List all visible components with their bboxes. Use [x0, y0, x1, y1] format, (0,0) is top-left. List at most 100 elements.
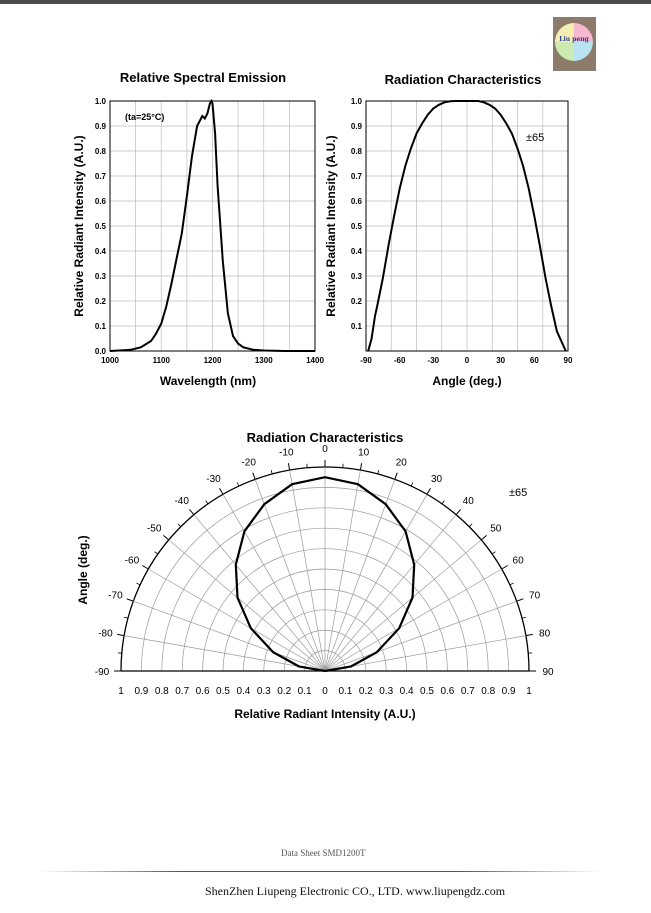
- chart3-spoke: [324, 470, 361, 672]
- chart3-angle-label: -50: [147, 524, 162, 535]
- chart1-y-tick-label: 0.2: [95, 297, 107, 306]
- chart3-radial-label: 0.4: [236, 686, 250, 697]
- chart3-spoke: [133, 600, 326, 672]
- chart1-y-tick-label: 0.7: [95, 172, 107, 181]
- chart3-angle-minor-tick: [205, 500, 209, 505]
- chart3-radial-label: 0.3: [257, 686, 271, 697]
- chart3-angle-tick: [219, 488, 224, 495]
- chart3-grid: [114, 460, 536, 672]
- chart3-angle-label: 20: [396, 457, 408, 468]
- chart1-x-ticks: 1000 1100 1200 1300 1400: [101, 356, 324, 365]
- chart3-angle-tick: [516, 598, 524, 602]
- chart3-series-line: [234, 476, 416, 673]
- chart2-y-tick-label: 0.9: [351, 122, 363, 131]
- chart3-spoke: [148, 568, 326, 672]
- spectral-emission-chart: Relative Spectral Emission 1000 1100 1200 1…: [72, 70, 324, 388]
- chart1-y-tick-label: 0.4: [95, 247, 107, 256]
- chart3-angle-tick: [525, 633, 533, 637]
- chart3-angle-label: 10: [358, 447, 370, 458]
- chart3-angle-tick: [252, 472, 256, 480]
- chart3-angle-minor-tick: [468, 523, 473, 528]
- chart3-radial-label: 0.8: [481, 686, 495, 697]
- chart3-spoke: [254, 479, 326, 672]
- chart3-angle-label: -30: [206, 474, 221, 485]
- chart3-angle-label: -70: [108, 591, 123, 602]
- chart3-angle-tick: [426, 488, 431, 495]
- logo-emblem: Liu peng: [555, 23, 593, 61]
- chart3-angle-label: -40: [174, 496, 189, 507]
- chart3-spoke: [289, 470, 326, 672]
- datasheet-label: Data Sheet SMD1200T: [281, 848, 366, 858]
- chart3-angle-label: 80: [539, 628, 551, 639]
- chart3-angle-label: 70: [529, 591, 541, 602]
- chart3-radial-label: 0.7: [461, 686, 475, 697]
- chart2-y-ticks: 0.1 0.2 0.3 0.4 0.5 0.6 0.7 0.8 0.9 1.0: [351, 97, 363, 331]
- chart1-x-tick-label: 1100: [153, 356, 171, 365]
- chart3-angle-label: -90: [95, 667, 110, 678]
- chart3-angle-tick: [126, 598, 134, 602]
- chart3-angle-label: 30: [431, 474, 443, 485]
- chart3-radial-label: 0.5: [216, 686, 230, 697]
- chart3-spoke: [324, 568, 502, 672]
- chart2-x-tick-label: -30: [428, 356, 440, 365]
- chart3-angle-label: 40: [463, 496, 475, 507]
- chart2-x-ticks: -90 -60 -30 0 30 60 90: [360, 356, 573, 365]
- chart3-angle-minor-tick: [521, 616, 526, 619]
- chart3-angle-tick: [142, 565, 149, 570]
- chart1-x-tick-label: 1200: [204, 356, 222, 365]
- chart3-spoke: [193, 514, 326, 672]
- chart3-angle-minor-tick: [410, 482, 414, 487]
- chart3-angle-label: -60: [125, 556, 140, 567]
- chart1-grid: [110, 101, 315, 351]
- chart1-x-tick-label: 1000: [101, 356, 119, 365]
- chart2-y-tick-label: 0.4: [351, 247, 363, 256]
- chart3-spoke: [324, 514, 457, 672]
- chart3-angle-minor-tick: [509, 582, 514, 586]
- chart3-radial-labels: 1 0.9 0.8 0.7 0.6 0.5 0.4 0.3 0.2 0.1 0 0.1 0.2 0.3 0.…: [118, 686, 532, 697]
- chart2-x-tick-label: 90: [564, 356, 573, 365]
- chart3-angle-tick: [189, 509, 195, 516]
- chart3-angle-minor-tick: [491, 551, 496, 555]
- chart3-spoke: [324, 635, 526, 672]
- footer-rule: [40, 871, 600, 872]
- chart3-radial-label: 0: [322, 686, 328, 697]
- chart1-y-tick-label: 0.6: [95, 197, 107, 206]
- chart3-radial-label: 0.1: [338, 686, 352, 697]
- chart3-radial-label: 0.6: [196, 686, 210, 697]
- chart3-angle-tick: [117, 633, 125, 637]
- chart3-angle-tick: [359, 463, 363, 471]
- chart3-angle-minor-tick: [154, 551, 159, 555]
- chart3-radial-label: 0.5: [420, 686, 434, 697]
- chart2-y-tick-label: 0.5: [351, 222, 363, 231]
- chart2-y-tick-label: 0.1: [351, 322, 363, 331]
- chart3-radial-label: 0.7: [175, 686, 189, 697]
- chart1-annotation: (ta=25°C): [125, 112, 164, 122]
- chart3-radial-label: 1: [118, 686, 124, 697]
- top-rule: [0, 0, 651, 4]
- chart2-y-tick-label: 0.8: [351, 147, 363, 156]
- chart3-angle-minor-tick: [177, 523, 182, 528]
- chart1-y-tick-label: 0.3: [95, 272, 107, 281]
- chart3-angle-tick: [287, 463, 291, 471]
- chart2-y-tick-label: 1.0: [351, 97, 363, 106]
- chart2-x-tick-label: -60: [394, 356, 406, 365]
- chart2-y-tick-label: 0.2: [351, 297, 363, 306]
- chart2-annotation: ±65: [526, 132, 544, 144]
- chart1-title: Relative Spectral Emission: [120, 70, 286, 85]
- chart3-angle-minor-tick: [377, 470, 380, 475]
- chart1-y-tick-label: 0.0: [95, 347, 107, 356]
- chart3-angle-tick: [455, 509, 461, 516]
- chart3-angle-minor-tick: [441, 500, 445, 505]
- chart3-angle-tick: [501, 565, 508, 570]
- chart3-y-label: Angle (deg.): [76, 535, 90, 604]
- chart1-y-label: Relative Radiant Intensity (A.U.): [72, 135, 86, 316]
- chart3-radial-label: 0.2: [359, 686, 373, 697]
- company-footer: ShenZhen Liupeng Electronic CO., LTD. ww…: [205, 884, 506, 898]
- chart3-angle-minor-tick: [124, 616, 129, 619]
- chart3-angle-minor-tick: [136, 582, 141, 586]
- chart3-radial-label: 0.3: [379, 686, 393, 697]
- chart3-spoke: [324, 600, 517, 672]
- chart2-y-tick-label: 0.7: [351, 172, 363, 181]
- chart3-angle-tick: [480, 535, 487, 541]
- chart3-angle-tick: [163, 535, 170, 541]
